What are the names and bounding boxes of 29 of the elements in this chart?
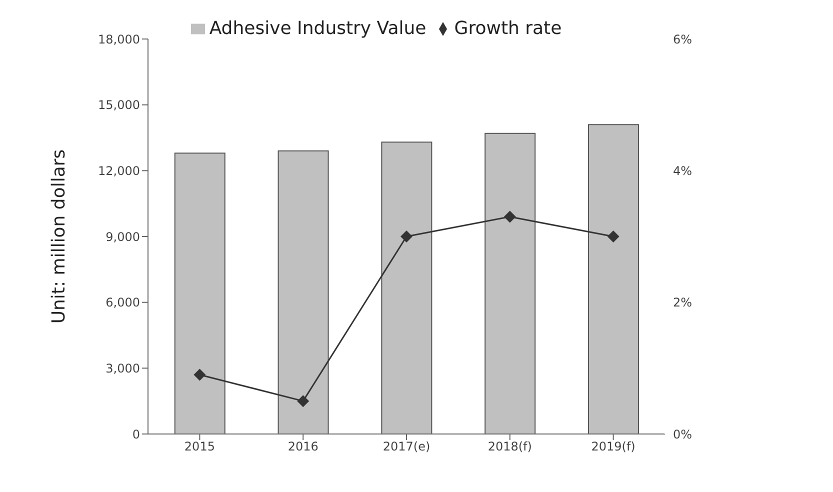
legend-label: Adhesive Industry Value (209, 18, 426, 39)
point (400, 230, 412, 242)
y2-tick-label: 6% (673, 32, 692, 46)
y2-tick-label: 4% (673, 164, 692, 178)
y-tick-label: 6,000 (106, 296, 140, 310)
y-tick-label: 9,000 (106, 230, 140, 244)
x-tick-label: 2017(e) (382, 440, 430, 454)
y2-tick-label: 2% (673, 296, 692, 310)
y-tick-label: 0 (132, 427, 140, 442)
bar (588, 124, 639, 434)
bar (381, 142, 432, 434)
y-tick-label: 18,000 (98, 32, 140, 46)
point (504, 210, 516, 223)
x-tick-label: 2015 (184, 440, 215, 454)
bar (278, 150, 329, 434)
point (194, 368, 206, 381)
point (607, 230, 620, 242)
bar (484, 132, 536, 434)
x-tick-label: 2018(f) (488, 440, 532, 454)
y-tick-label: 3,000 (106, 361, 140, 376)
bar (174, 152, 226, 434)
x-tick-label: 2019(f) (591, 440, 636, 454)
y-axis-title: Unit: million dollars (48, 149, 70, 324)
y-tick-label: 15,000 (98, 98, 140, 112)
y2-tick-label: 0% (673, 427, 692, 442)
legend-label: Growth rate (454, 18, 562, 39)
point (297, 395, 310, 408)
y-tick-label: 12,000 (98, 164, 140, 178)
x-tick-label: 2016 (288, 440, 318, 454)
